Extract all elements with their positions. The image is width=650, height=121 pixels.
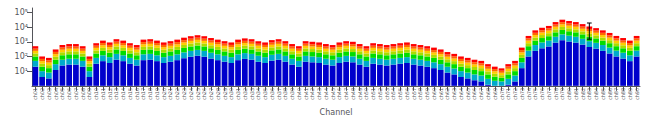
svg-text:ch76: ch76 [539,88,545,100]
svg-text:ch36: ch36 [269,88,275,100]
svg-text:ch25: ch25 [195,88,201,100]
svg-text:ch45: ch45 [330,88,336,100]
svg-text:ch27: ch27 [208,88,214,100]
svg-text:ch70: ch70 [499,88,505,100]
svg-text:ch15: ch15 [127,88,133,100]
svg-text:ch23: ch23 [181,88,187,100]
svg-text:ch04: ch04 [53,88,59,100]
svg-text:ch01: ch01 [32,88,38,100]
svg-text:10⁵: 10⁵ [15,8,28,17]
svg-text:ch35: ch35 [262,88,268,100]
svg-text:ch59: ch59 [424,88,430,100]
svg-text:ch43: ch43 [316,88,322,100]
svg-text:ch56: ch56 [404,88,410,100]
svg-text:ch49: ch49 [357,88,363,100]
svg-text:ch02: ch02 [39,88,45,100]
svg-text:ch12: ch12 [107,88,113,100]
svg-text:Channel: Channel [320,108,353,117]
svg-text:ch22: ch22 [174,88,180,100]
svg-text:ch29: ch29 [222,88,228,100]
svg-text:ch39: ch39 [289,88,295,100]
svg-text:ch34: ch34 [255,88,261,100]
svg-text:ch68: ch68 [485,88,491,100]
svg-text:ch05: ch05 [59,88,65,100]
svg-text:ch46: ch46 [336,88,342,100]
svg-text:ch90: ch90 [634,88,640,100]
svg-text:ch32: ch32 [242,88,248,100]
svg-text:ch53: ch53 [384,88,390,100]
svg-text:ch28: ch28 [215,88,221,100]
svg-text:ch63: ch63 [451,88,457,100]
svg-text:ch16: ch16 [134,88,140,100]
svg-text:ch81: ch81 [573,88,579,100]
svg-text:ch30: ch30 [228,88,234,100]
svg-text:10³: 10³ [15,37,28,46]
svg-text:ch41: ch41 [303,88,309,100]
svg-text:ch24: ch24 [188,88,194,100]
svg-text:ch33: ch33 [249,88,255,100]
svg-text:ch66: ch66 [471,88,477,100]
svg-text:ch17: ch17 [140,88,146,100]
svg-text:ch40: ch40 [296,88,302,100]
svg-text:ch51: ch51 [370,88,376,100]
svg-text:ch07: ch07 [73,88,79,100]
svg-text:ch82: ch82 [580,88,586,100]
svg-text:ch67: ch67 [478,88,484,100]
svg-text:ch11: ch11 [100,88,106,100]
svg-text:ch73: ch73 [519,88,525,100]
svg-text:ch71: ch71 [505,88,511,100]
svg-text:ch19: ch19 [154,88,160,100]
svg-text:ch80: ch80 [566,88,572,100]
svg-text:ch52: ch52 [377,88,383,100]
svg-text:ch75: ch75 [532,88,538,100]
svg-text:ch84: ch84 [593,88,599,100]
svg-text:ch65: ch65 [465,88,471,100]
svg-text:ch42: ch42 [309,88,315,100]
svg-text:ch86: ch86 [607,88,613,100]
svg-text:ch72: ch72 [512,88,518,100]
svg-text:ch06: ch06 [66,88,72,100]
svg-text:ch69: ch69 [492,88,498,100]
svg-text:ch21: ch21 [167,88,173,100]
svg-text:ch38: ch38 [282,88,288,100]
svg-text:ch47: ch47 [343,88,349,100]
svg-text:ch60: ch60 [431,88,437,100]
svg-text:ch57: ch57 [411,88,417,100]
svg-text:ch13: ch13 [113,88,119,100]
svg-text:ch85: ch85 [600,88,606,100]
svg-text:ch31: ch31 [235,88,241,100]
svg-text:ch37: ch37 [276,88,282,100]
svg-text:10¹: 10¹ [15,67,28,76]
svg-text:ch03: ch03 [46,88,52,100]
svg-text:ch18: ch18 [147,88,153,100]
svg-text:ch54: ch54 [390,88,396,100]
svg-text:ch83: ch83 [586,88,592,100]
svg-text:ch10: ch10 [93,88,99,100]
svg-text:ch79: ch79 [559,88,565,100]
svg-text:ch14: ch14 [120,88,126,100]
svg-text:ch55: ch55 [397,88,403,100]
svg-text:ch87: ch87 [613,88,619,100]
svg-text:ch50: ch50 [363,88,369,100]
svg-text:ch89: ch89 [627,88,633,100]
svg-text:ch44: ch44 [323,88,329,100]
svg-text:ch61: ch61 [438,88,444,100]
svg-text:ch26: ch26 [201,88,207,100]
svg-text:ch78: ch78 [553,88,559,100]
svg-text:ch09: ch09 [86,88,92,100]
svg-text:ch64: ch64 [458,88,464,100]
svg-text:ch88: ch88 [620,88,626,100]
svg-text:ch77: ch77 [546,88,552,100]
svg-text:ch08: ch08 [80,88,86,100]
svg-text:ch48: ch48 [350,88,356,100]
svg-text:10⁴: 10⁴ [15,23,28,32]
svg-text:ch62: ch62 [444,88,450,100]
svg-text:ch20: ch20 [161,88,167,100]
svg-text:ch74: ch74 [526,88,532,100]
svg-text:ch58: ch58 [417,88,423,100]
svg-text:10²: 10² [15,52,28,61]
